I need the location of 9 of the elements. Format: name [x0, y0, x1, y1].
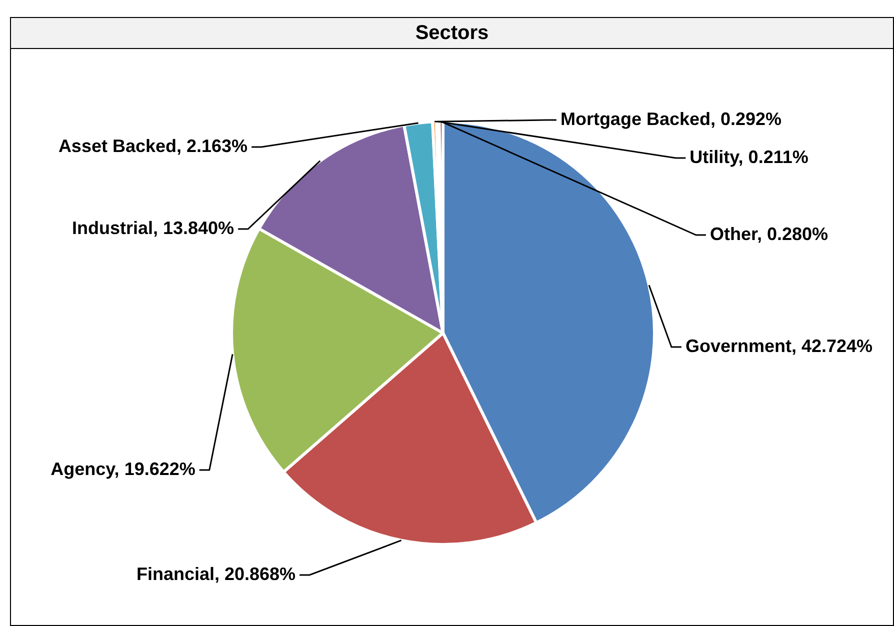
slice-label: Utility, 0.211%: [690, 146, 808, 167]
slice-label: Industrial, 13.840%: [72, 218, 234, 238]
slice-label: Mortgage Backed, 0.292%: [560, 108, 782, 129]
slice-label: Financial, 20.868%: [136, 564, 296, 584]
slice-label: Government, 42.724%: [685, 336, 873, 356]
chart-title: Sectors: [11, 18, 893, 49]
slice-label: Other, 0.280%: [710, 224, 828, 244]
slice-label: Agency, 19.622%: [50, 458, 196, 479]
slice-label: Asset Backed, 2.163%: [58, 136, 248, 156]
